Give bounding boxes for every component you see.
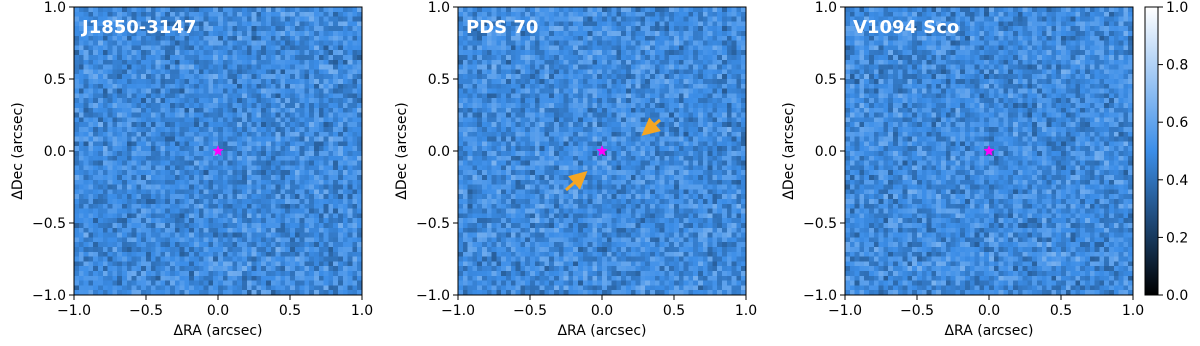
panel-title: PDS 70: [466, 17, 538, 38]
x-tick-label: 0.5: [279, 303, 301, 319]
panel-title: V1094 Sco: [853, 17, 959, 38]
x-tick-label: −0.5: [900, 303, 934, 319]
y-tick-label: 0.5: [44, 72, 66, 88]
y-tick-label: −0.5: [32, 216, 66, 232]
x-tick-label: −1.0: [828, 303, 862, 319]
x-tick-label: −0.5: [129, 303, 163, 319]
panel: V1094 Sco −1.0 −0.5 0.0 0.5 1.0 −1.0 −0.5 0.0 0.5…: [781, 0, 1188, 339]
x-tick-label: −1.0: [57, 303, 91, 319]
panel: J1850-3147 −1.0 −0.5 0.0 0.5 1.0 −1.0 −0.5 0.0 0.…: [10, 0, 373, 339]
y-tick-label: 1.0: [815, 0, 837, 16]
panel-title: J1850-3147: [80, 17, 196, 38]
y-tick-label: −1.0: [803, 288, 837, 304]
colorbar-tick-label: 1.0: [1166, 0, 1188, 16]
colorbar-tick-label: 0.6: [1166, 115, 1188, 131]
y-tick-label: −1.0: [416, 288, 450, 304]
y-tick-label: 0.0: [44, 144, 66, 160]
y-tick-label: 1.0: [428, 0, 450, 16]
y-tick-label: 1.0: [44, 0, 66, 16]
x-tick-label: 0.0: [207, 303, 229, 319]
x-tick-label: 1.0: [735, 303, 757, 319]
y-tick-label: 0.5: [815, 72, 837, 88]
x-tick-label: 0.5: [663, 303, 685, 319]
x-tick-label: 1.0: [1122, 303, 1144, 319]
y-axis-label: ΔDec (arcsec): [781, 102, 797, 199]
y-tick-label: 0.0: [428, 144, 450, 160]
colorbar-tick-label: 0.0: [1166, 288, 1188, 304]
panel: PDS 70 −1.0 −0.5 0.0 0.5 1.0 −1.0 −0.5 0.0 0.5 1.0…: [394, 0, 757, 339]
y-tick-label: −1.0: [32, 288, 66, 304]
x-axis-label: ΔRA (arcsec): [173, 323, 262, 339]
y-tick-label: −0.5: [416, 216, 450, 232]
colorbar-tick-label: 0.4: [1166, 173, 1188, 189]
x-tick-label: 0.5: [1050, 303, 1072, 319]
y-tick-label: −0.5: [803, 216, 837, 232]
x-axis-label: ΔRA (arcsec): [557, 323, 646, 339]
x-tick-label: −0.5: [513, 303, 547, 319]
colorbar-tick-label: 0.8: [1166, 58, 1188, 74]
y-tick-label: 0.5: [428, 72, 450, 88]
x-tick-label: 0.0: [591, 303, 613, 319]
x-tick-label: −1.0: [441, 303, 475, 319]
x-tick-label: 1.0: [351, 303, 373, 319]
y-tick-label: 0.0: [815, 144, 837, 160]
colorbar-tick-label: 0.2: [1166, 230, 1188, 246]
colorbar: [1145, 7, 1158, 295]
y-axis-label: ΔDec (arcsec): [10, 102, 26, 199]
x-axis-label: ΔRA (arcsec): [944, 323, 1033, 339]
x-tick-label: 0.0: [978, 303, 1000, 319]
y-axis-label: ΔDec (arcsec): [394, 102, 410, 199]
